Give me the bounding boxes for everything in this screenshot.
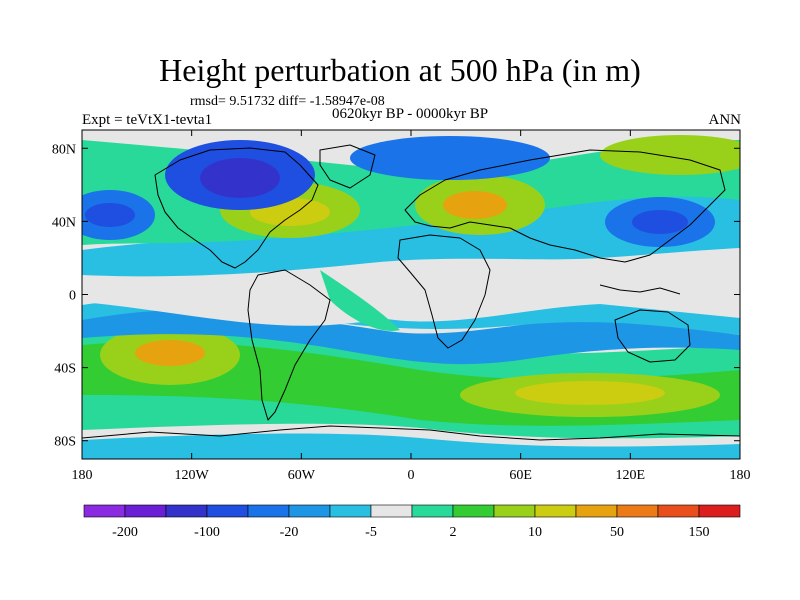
lon-tick-label: 120W [175,468,210,483]
season-label: ANN [708,112,742,128]
lon-tick-label: 180 [72,468,93,483]
lon-tick-label: 180 [730,468,751,483]
rmsd-label: rmsd= [190,94,226,109]
rmsd-value: 9.51732 [229,94,275,109]
tropical-neutral-zone [82,248,740,326]
time-period-label: 0620kyr BP - 0000kyr BP [331,106,489,122]
positive-arctic-asia [600,135,740,175]
latitude-axis: 80N 40N 0 40S 80S [52,142,740,450]
colorbar-swatch [575,504,618,518]
map-title: Height perturbation at 500 hPa (in m) [159,52,641,88]
experiment-label: Expt = teVtX1-tevta1 [82,112,213,128]
coast-greenland [319,144,376,189]
coastlines [82,144,740,441]
colorbar-label: 50 [610,525,624,540]
negative-band-south [82,309,740,365]
colorbar-swatch [452,504,495,518]
height-field [82,130,740,459]
colorbar-swatch [124,504,167,518]
colorbar-swatch [288,504,331,518]
coast-africa [397,234,491,349]
colorbar-swatch [329,504,372,518]
diff-value: -1.58947e-08 [309,94,385,109]
diff-label: diff= [278,94,307,109]
longitude-axis: 180 120W 60W 0 60E 120E 180 [72,130,751,483]
lat-tick-label: 40N [52,215,76,230]
positive-europe-core [443,191,507,219]
lon-tick-label: 60W [288,468,316,483]
negative-band-north-outer [82,194,740,288]
lat-tick-label: 80S [54,435,76,450]
rmsd-diff-stats: rmsd= 9.51732 diff= -1.58947e-08 [190,94,385,110]
tropical-positive-patch [320,270,400,331]
colorbar-label: -200 [112,525,138,540]
colorbar-swatch [206,504,249,518]
lon-tick-label: 60E [509,468,532,483]
colorbar-swatch [616,504,659,518]
colorbar-label: 10 [528,525,542,540]
colorbar-swatch [493,504,536,518]
coast-eurasia [404,149,726,263]
colorbar: -200 -100 -20 -5 2 10 50 150 [83,504,741,540]
colorbar-swatch [370,504,413,518]
negative-antarctic [82,433,740,459]
coast-north-america [154,147,319,269]
colorbar-label: -100 [194,525,220,540]
negative-north-america-core [200,158,280,198]
colorbar-label: 2 [450,525,457,540]
coast-antarctica [82,425,740,441]
colorbar-swatch [83,504,126,518]
colorbar-swatch [534,504,577,518]
coast-south-america [247,269,331,421]
coast-indonesia [599,284,681,295]
colorbar-swatch [698,504,741,518]
positive-south-indian-core [515,381,665,405]
colorbar-swatch [247,504,290,518]
colorbar-swatch [411,504,454,518]
colorbar-label: -5 [365,525,377,540]
colorbar-swatch [657,504,700,518]
positive-south-pacific-core [135,340,205,366]
coast-australia [614,309,691,363]
negative-north-pacific-core [85,203,135,227]
negative-east-asia-core [632,210,688,234]
lat-tick-label: 80N [52,142,76,157]
lat-tick-label: 0 [69,289,76,304]
lon-tick-label: 0 [408,468,415,483]
lon-tick-label: 120E [616,468,646,483]
lat-tick-label: 40S [54,362,76,377]
colorbar-label: 150 [689,525,710,540]
colorbar-label: -20 [280,525,299,540]
colorbar-swatch [165,504,208,518]
negative-siberia [350,136,550,180]
